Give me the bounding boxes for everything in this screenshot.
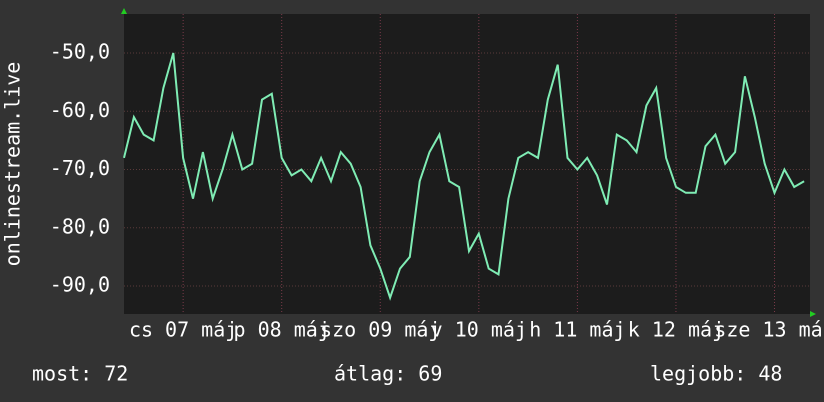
footer-best: legjobb: 48	[650, 362, 782, 386]
y-axis-label: onlinestream.live	[1, 62, 25, 267]
y-tick-label: -50,0	[50, 40, 110, 64]
footer-current: most: 72	[32, 362, 128, 386]
y-tick-label: -80,0	[50, 214, 110, 238]
plot-area	[124, 14, 810, 314]
axis-arrow	[121, 8, 127, 14]
y-tick-label: -70,0	[50, 156, 110, 180]
x-tick-label: szo 09 máj	[320, 318, 440, 342]
x-tick-label: sze 13 máj	[714, 318, 824, 342]
x-tick-label: v 10 máj	[431, 318, 527, 342]
footer-average: átlag: 69	[334, 362, 442, 386]
y-tick-label: -60,0	[50, 98, 110, 122]
x-tick-label: p 08 máj	[234, 318, 330, 342]
x-tick-label: h 11 máj	[529, 318, 625, 342]
axis-arrow	[810, 311, 816, 317]
x-tick-label: cs 07 máj	[129, 318, 237, 342]
data-line	[123, 52, 805, 301]
y-tick-label: -90,0	[50, 273, 110, 297]
x-tick-label: k 12 máj	[628, 318, 724, 342]
